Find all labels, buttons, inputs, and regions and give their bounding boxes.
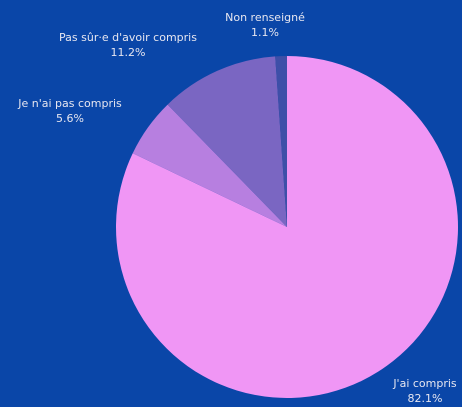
slice-label: Pas sûr·e d'avoir compris [59, 31, 197, 44]
pie-slice [132, 104, 287, 227]
pie-slice [275, 56, 287, 227]
slice-label: J'ai compris [392, 377, 457, 390]
slice-label: Non renseigné [225, 11, 305, 24]
pie-slice [167, 56, 287, 227]
slice-label: Je n'ai pas compris [17, 97, 122, 110]
slice-value-label: 82.1% [408, 392, 443, 405]
slice-value-label: 1.1% [251, 26, 279, 39]
slice-value-label: 11.2% [111, 46, 146, 59]
slice-value-label: 5.6% [56, 112, 84, 125]
